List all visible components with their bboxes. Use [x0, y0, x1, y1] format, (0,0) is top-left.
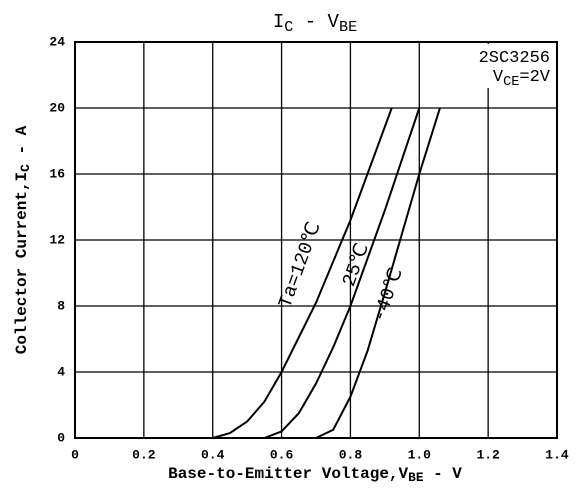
y-tick-label: 12 — [49, 232, 65, 247]
x-tick-label: 0.6 — [270, 447, 294, 462]
y-tick-label: 8 — [57, 298, 65, 313]
chart-title: IC - VBE — [273, 11, 357, 36]
annotation-line: VCE=2V — [493, 68, 551, 89]
annotation-line-part: CE — [503, 75, 519, 90]
annotation-line-part: 2SC3256 — [479, 49, 550, 68]
chart-title-part: - V — [293, 11, 339, 33]
x-tick-label: 1.2 — [476, 447, 500, 462]
x-tick-label: 0.8 — [339, 447, 363, 462]
x-axis-label-part: BE — [408, 470, 424, 485]
x-axis-label-part: Base-to-Emitter Voltage,V — [168, 465, 408, 483]
annotation-line-part: V — [493, 68, 504, 87]
x-tick-label: 0.2 — [132, 447, 156, 462]
x-axis-label-part: - V — [424, 465, 463, 483]
curve — [75, 107, 421, 439]
curve — [75, 107, 393, 439]
chart-title-part: I — [273, 11, 284, 33]
x-tick-label: 0.4 — [201, 447, 225, 462]
y-tick-label: 24 — [49, 34, 65, 49]
y-tick-label: 4 — [57, 364, 65, 379]
x-axis-label: Base-to-Emitter Voltage,VBE - V — [168, 465, 462, 485]
y-tick-label: 0 — [57, 430, 65, 445]
y-axis-label-part: Collector Current,I — [13, 172, 31, 354]
annotation-line-part: =2V — [519, 68, 550, 87]
annotation-line: 2SC3256 — [479, 49, 550, 68]
y-axis-label-part: C — [18, 164, 33, 172]
y-axis-label: Collector Current,IC - A — [13, 125, 33, 354]
x-tick-label: 1.0 — [408, 447, 432, 462]
x-tick-label: 0 — [71, 447, 79, 462]
y-axis-label-part: - A — [13, 125, 31, 164]
chart-title-part: C — [284, 18, 293, 36]
y-tick-label: 16 — [49, 166, 65, 181]
curve-label: 25℃ — [338, 240, 374, 289]
y-tick-label: 20 — [49, 100, 65, 115]
x-tick-label: 1.4 — [545, 447, 569, 462]
curve — [75, 107, 441, 439]
chart-title-part: BE — [339, 18, 357, 36]
curve-label: -40℃ — [368, 265, 408, 325]
annotation-box — [444, 44, 555, 88]
